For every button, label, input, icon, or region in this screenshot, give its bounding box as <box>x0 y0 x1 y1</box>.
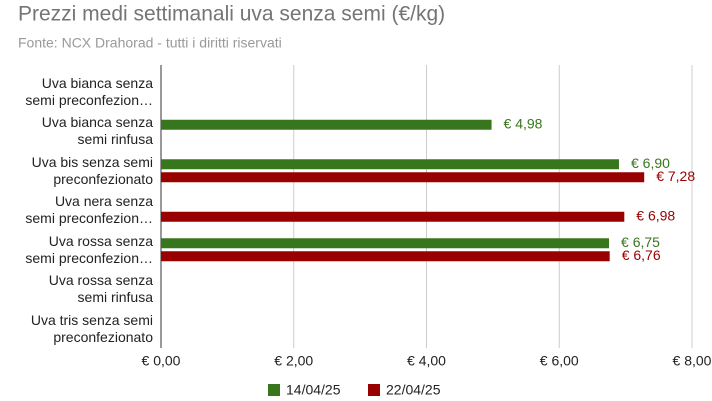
x-tick-label: € 6,00 <box>540 353 579 369</box>
value-label: € 4,98 <box>504 115 543 131</box>
value-label: € 6,90 <box>631 155 670 171</box>
value-label: € 6,76 <box>622 247 661 263</box>
y-tick-label: Uva bis senza semi preconfezionato <box>31 153 153 187</box>
value-label: € 7,28 <box>656 168 695 184</box>
bar <box>161 119 492 130</box>
x-tick-label: € 2,00 <box>274 353 313 369</box>
x-tick-label: € 0,00 <box>142 353 181 369</box>
y-tick-label: Uva tris senza semi preconfezionato <box>30 311 153 345</box>
bar <box>161 159 619 170</box>
y-tick-label: Uva rossa senza semi rinfusa <box>48 272 153 306</box>
y-tick-label: Uva bianca senza semi preconfezion… <box>25 74 153 108</box>
y-tick-label: Uva rossa senza semi preconfezion… <box>25 232 153 266</box>
chart-subtitle: Fonte: NCX Drahorad - tutti i diritti ri… <box>18 35 282 51</box>
bar <box>161 211 625 222</box>
value-label: € 6,75 <box>621 234 660 250</box>
chart-title: Prezzi medi settimanali uva senza semi (… <box>18 3 445 26</box>
x-tick-label: € 8,00 <box>673 353 712 369</box>
bar <box>161 251 610 262</box>
bar <box>161 172 645 183</box>
value-label: € 6,98 <box>636 207 675 223</box>
legend-swatch <box>368 384 380 396</box>
legend-label: 14/04/25 <box>286 382 341 398</box>
y-tick-label: Uva bianca senza semi rinfusa <box>41 114 153 148</box>
bar <box>161 238 610 249</box>
legend-swatch <box>268 384 280 396</box>
x-tick-label: € 4,00 <box>407 353 446 369</box>
y-tick-label: Uva nera senza semi preconfezion… <box>25 193 153 227</box>
legend-label: 22/04/25 <box>386 382 441 398</box>
